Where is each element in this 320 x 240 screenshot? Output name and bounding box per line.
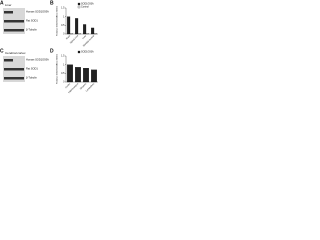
legend-swatch — [77, 5, 81, 9]
bar — [91, 69, 97, 83]
band-label: Human SOD1G93A — [26, 58, 49, 62]
panel-letter: C — [0, 48, 4, 54]
y-tick-label: 0 — [63, 81, 65, 84]
bar — [83, 24, 87, 35]
panel-letter: A — [0, 0, 4, 6]
band-label: β-Tubulin — [26, 76, 37, 80]
panel-letter: D — [50, 48, 54, 54]
y-tick-label: 0.5 — [61, 24, 65, 27]
bar — [75, 18, 79, 35]
bar — [91, 27, 95, 35]
bar — [67, 64, 73, 83]
y-tick-label: 1.5 — [61, 55, 65, 58]
x-tick-label: Hippocampus — [68, 83, 80, 95]
band-label: β-Tubulin — [26, 28, 37, 32]
bar — [85, 33, 89, 35]
bar — [93, 33, 97, 35]
y-tick-label: 1 — [63, 15, 65, 18]
bar — [75, 67, 81, 83]
panel-title: Liver — [5, 3, 12, 7]
legend-label: SOD1G93A — [81, 3, 94, 6]
x-tick-label: Striatum — [79, 82, 87, 90]
x-tick-label: Spinal cord — [69, 34, 79, 44]
x-tick-label: Cerebellum — [85, 82, 95, 92]
y-axis-label: Relative SOD1G93A/rat SOD1 — [56, 5, 59, 36]
legend-swatch — [77, 2, 81, 6]
page: {"panels": [ {"label": "A", "title": "Li… — [0, 0, 100, 97]
band-label: Rat SOD1 — [26, 19, 38, 23]
bar — [69, 33, 73, 35]
bar — [83, 68, 89, 83]
x-tick-label: Brain — [65, 34, 71, 40]
bar — [67, 16, 71, 35]
y-axis-label: Relative SOD1G93A/rat SOD1 — [56, 53, 59, 84]
bar — [77, 33, 81, 35]
y-tick-label: 0 — [63, 33, 65, 36]
y-tick-label: 1.5 — [61, 7, 65, 10]
band-label: Human SOD1G93A — [26, 10, 49, 14]
y-tick-label: 0.5 — [61, 72, 65, 75]
panel-title: Cerebral cortex — [5, 51, 26, 55]
blot-bands — [4, 11, 24, 80]
legend-label: SOD1G93A — [81, 51, 94, 54]
x-tick-label: Cortex — [64, 82, 71, 89]
legend-label: Control — [81, 6, 89, 9]
legend-swatch — [77, 50, 81, 54]
x-tick-label: Liver — [82, 34, 88, 40]
y-tick-label: 1 — [63, 63, 65, 66]
band-label: Rat SOD1 — [26, 67, 38, 71]
panel-letter: B — [50, 0, 54, 6]
